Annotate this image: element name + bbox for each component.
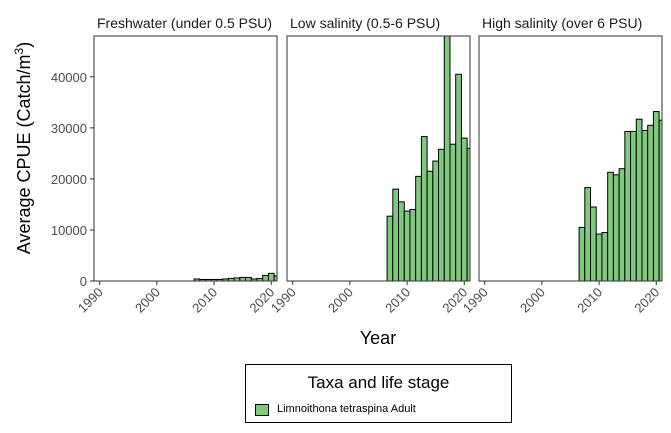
bar-group xyxy=(193,272,277,281)
bar xyxy=(245,276,252,281)
bar xyxy=(647,124,654,281)
x-tick-label: 2010 xyxy=(574,285,605,316)
panel-2: Low salinity (0.5-6 PSU)1990 2000 2010 2020 xyxy=(268,15,471,316)
bar xyxy=(415,175,422,281)
legend: Taxa and life stage Limnoithona tetraspi… xyxy=(245,364,512,423)
bar xyxy=(595,233,603,281)
bar xyxy=(466,147,470,281)
bar xyxy=(641,129,649,281)
x-tick-label: 2000 xyxy=(132,285,163,316)
bar xyxy=(438,148,445,281)
bar xyxy=(398,201,405,281)
y-axis-label-superscript: 3 xyxy=(12,47,26,54)
bar xyxy=(386,215,394,281)
bar xyxy=(432,160,440,281)
bar xyxy=(239,276,247,281)
bar xyxy=(612,174,620,281)
chart-panels: Freshwater (under 0.5 PSU) 1990 2000 2010 20… xyxy=(51,15,663,316)
panel-title: Freshwater (under 0.5 PSU) xyxy=(97,15,272,31)
x-axis-label: Year xyxy=(360,328,396,348)
bar xyxy=(455,73,462,281)
bar xyxy=(449,143,457,281)
bar xyxy=(273,275,277,281)
bar xyxy=(652,111,660,281)
bar xyxy=(443,36,451,281)
y-tick-label: 0 xyxy=(80,274,87,289)
x-tick-label: 1990 xyxy=(268,285,299,316)
y-tick-label: 20000 xyxy=(51,172,87,187)
x-tick-label: 1990 xyxy=(75,285,106,316)
x-tick-label: 2000 xyxy=(325,285,356,316)
panel-title: Low salinity (0.5-6 PSU) xyxy=(290,15,440,31)
bar xyxy=(262,274,269,281)
x-tick-label: 2020 xyxy=(631,285,662,316)
legend-key-swatch xyxy=(255,404,269,416)
bar xyxy=(460,137,468,281)
panel-1: Freshwater (under 0.5 PSU) 1990 2000 2010 20… xyxy=(51,15,278,316)
bar xyxy=(601,232,609,281)
x-tick-label: 2010 xyxy=(189,285,220,316)
bar xyxy=(584,187,592,281)
bar xyxy=(607,171,614,281)
bar xyxy=(578,226,586,281)
y-axis-label: Average CPUE (Catch/m3) xyxy=(12,42,34,254)
legend-title: Taxa and life stage xyxy=(307,373,450,392)
bar xyxy=(392,188,400,281)
panel-border xyxy=(478,35,663,282)
bar xyxy=(267,272,275,281)
x-tick-label: 2000 xyxy=(517,285,548,316)
bar xyxy=(403,210,411,281)
bar xyxy=(590,206,597,281)
panel-3: High salinity (over 6 PSU)1990 2000 2010 20… xyxy=(460,15,663,316)
panel-title: High salinity (over 6 PSU) xyxy=(482,15,642,31)
bar xyxy=(618,168,626,281)
y-tick-label: 40000 xyxy=(51,70,87,85)
bar xyxy=(658,119,662,281)
x-tick-label: 2010 xyxy=(382,285,413,316)
panel-border xyxy=(286,35,471,282)
bar xyxy=(426,170,434,281)
y-tick-label: 10000 xyxy=(51,223,87,238)
bar xyxy=(624,130,632,281)
legend-entry-label: Limnoithona tetraspina Adult xyxy=(277,403,416,415)
bar-group xyxy=(578,111,662,281)
panel-border xyxy=(93,35,278,282)
bar xyxy=(635,118,643,281)
y-tick-label: 30000 xyxy=(51,121,87,136)
bar-group xyxy=(386,36,470,281)
bar xyxy=(420,136,428,281)
bar xyxy=(630,130,637,281)
bar xyxy=(409,209,417,281)
